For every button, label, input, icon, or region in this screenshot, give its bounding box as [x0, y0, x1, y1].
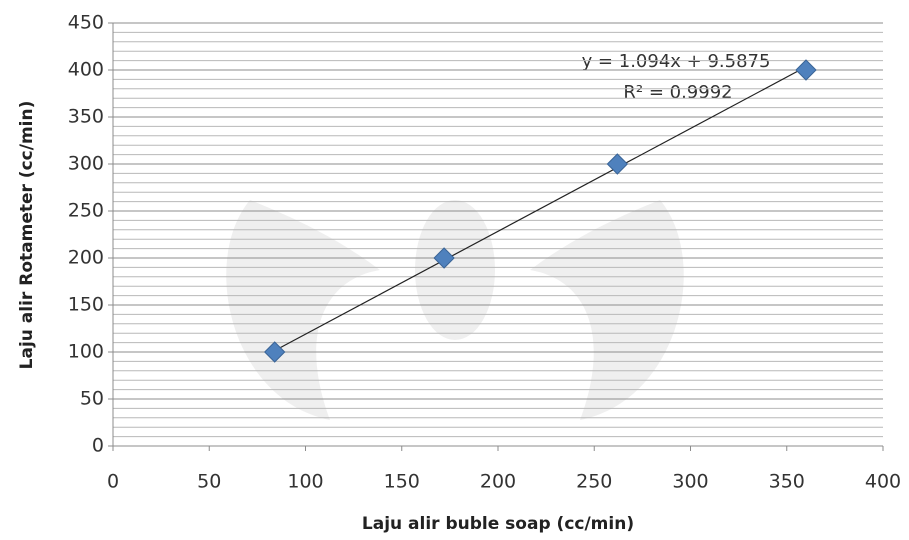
y-tick-label: 0: [92, 435, 104, 457]
point: [796, 60, 816, 80]
x-axis-title: Laju alir buble soap (cc/min): [362, 514, 634, 534]
y-tick-label: 150: [68, 294, 104, 316]
y-tick-label: 200: [68, 247, 104, 269]
x-tick-label: 0: [107, 471, 119, 493]
x-tick-label: 100: [287, 471, 323, 493]
y-tick-label: 450: [68, 12, 104, 34]
watermark: [226, 200, 684, 420]
trendline: [275, 67, 806, 351]
x-tick-label: 300: [672, 471, 708, 493]
y-axis-title: Laju alir Rotameter (cc/min): [17, 101, 37, 370]
x-tick-label: 400: [865, 471, 901, 493]
y-tick-label: 400: [68, 59, 104, 81]
y-tick-label: 250: [68, 200, 104, 222]
y-tick-label: 100: [68, 341, 104, 363]
x-tick-label: 350: [769, 471, 805, 493]
y-tick-label: 350: [68, 106, 104, 128]
y-tick-label: 300: [68, 153, 104, 175]
x-tick-label: 50: [197, 471, 221, 493]
trendline-equation: y = 1.094x + 9.5875: [582, 51, 771, 72]
x-tick-label: 250: [576, 471, 612, 493]
trendline-r2: R² = 0.9992: [623, 82, 732, 103]
chart: Laju alir buble soap (cc/min) Laju alir …: [0, 0, 909, 540]
x-tick-label: 200: [480, 471, 516, 493]
y-tick-label: 50: [80, 388, 104, 410]
x-tick-label: 150: [384, 471, 420, 493]
